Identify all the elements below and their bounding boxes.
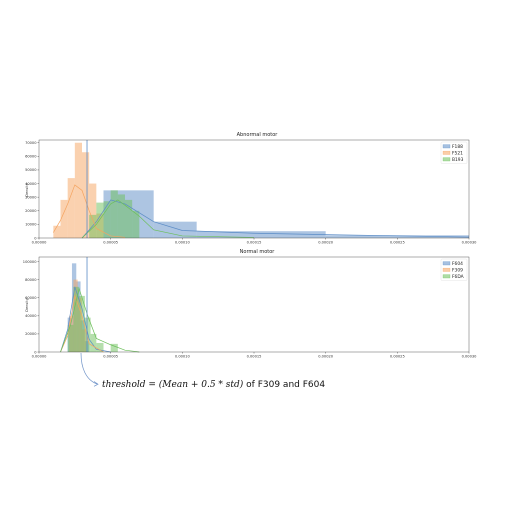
annotation-arrowhead [93,381,99,387]
normal-legend-swatch-f604 [442,261,451,266]
normal-f6da-bar-6 [110,343,118,352]
abnormal-motor-title: Abnormal motor [237,132,279,138]
abnormal-b193-kde-line [81,199,255,239]
abnormal-b193-bar-5 [125,199,133,238]
normal-xtick-label: 0.00030 [462,355,478,359]
normal-ytick-label: 80000 [25,278,37,282]
normal-legend-label-f604: F604 [452,261,463,267]
normal-xtick-label: 0.00005 [103,355,118,359]
normal-xtick-label: 0.00015 [247,355,262,359]
abnormal-motor-marks [53,140,470,239]
abnormal-motor-panel: Abnormal motor Density 0.00000 0.00005 0.0… [25,132,477,245]
abnormal-legend-swatch-b193 [442,157,451,162]
abnormal-ytick-label: 10000 [25,223,37,227]
abnormal-xtick-label: 0.00020 [318,241,334,245]
abnormal-ytick-label: 30000 [25,195,37,199]
abnormal-f521-bar-1 [60,199,68,238]
abnormal-xtick-label: 0.00025 [390,241,405,245]
abnormal-xtick-label: 0.00005 [103,241,118,245]
abnormal-f521-bar-3 [74,142,82,238]
abnormal-legend-label-f521: F521 [452,150,463,156]
normal-f309-kde-line [60,294,104,353]
normal-f6da-bar-0 [67,324,74,352]
abnormal-ytick-label: 20000 [25,209,37,213]
abnormal-xtick-label: 0.00030 [462,241,478,245]
abnormal-f521-bar-0 [53,225,61,238]
abnormal-legend-swatch-f188 [442,144,451,149]
abnormal-motor-ticks: 0.00000 0.00005 0.00010 0.00015 0.00020 0.000… [25,141,477,244]
normal-motor-axes-frame [38,256,470,353]
abnormal-ytick-label: 60000 [25,155,37,159]
abnormal-motor-axes-frame [38,139,470,239]
normal-f6da-bar-1 [73,286,80,352]
abnormal-legend-label-f188: F188 [452,144,463,150]
normal-motor-title: Normal motor [240,249,276,255]
normal-ytick-label: 100000 [23,260,37,264]
normal-ytick-label: 40000 [25,314,37,318]
abnormal-b193-bar-1 [96,202,104,238]
abnormal-xtick-label: 0.00015 [247,241,262,245]
abnormal-f521-bar-4 [82,152,90,238]
abnormal-xtick-label: 0.00000 [32,241,48,245]
abnormal-f188-bar-2 [196,231,326,238]
normal-f6da-bar-4 [90,333,97,352]
abnormal-xtick-label: 0.00010 [175,241,191,245]
normal-motor-panel: Normal motor Density 0.00000 0.00005 0.000… [23,249,477,359]
abnormal-b193-bar-0 [89,214,97,238]
normal-ytick-label: 0 [34,350,37,354]
threshold-subject: of F309 and F604 [243,380,325,390]
normal-ytick-label: 60000 [25,296,37,300]
abnormal-motor-ylabel: Density [25,182,29,197]
abnormal-ytick-label: 0 [34,236,37,240]
abnormal-f188-kde-line [81,199,470,239]
normal-motor-marks [60,257,140,353]
abnormal-b193-bar-3 [110,190,118,238]
normal-f604-kde-line [60,286,111,353]
abnormal-ytick-label: 40000 [25,182,37,186]
abnormal-f188-bar-3 [325,235,469,238]
normal-legend-swatch-f6da [442,274,451,279]
abnormal-b193-bar-2 [103,201,111,238]
normal-xtick-label: 0.00025 [390,355,405,359]
normal-motor-ylabel: Density [25,297,29,312]
normal-legend-swatch-f309 [442,267,451,272]
abnormal-b193-bar-6 [132,210,140,238]
abnormal-legend-label-b193: B193 [452,157,464,163]
normal-f6da-kde-line [60,287,140,353]
abnormal-f521-kde-line [53,184,126,238]
abnormal-ytick-label: 50000 [25,168,37,172]
normal-xtick-label: 0.00000 [32,355,48,359]
normal-f6da-bar-5 [96,342,104,352]
abnormal-ytick-label: 70000 [25,141,37,145]
normal-ytick-label: 20000 [25,332,37,336]
normal-f6da-bar-3 [84,317,91,352]
abnormal-b193-bar-4 [117,194,125,238]
normal-xtick-label: 0.00010 [175,355,191,359]
normal-legend-label-f6da: F6DA [452,274,464,280]
normal-motor-ticks: 0.00000 0.00005 0.00010 0.00015 0.00020 0.000… [23,260,477,359]
abnormal-f188-bar-1 [153,221,197,238]
normal-xtick-label: 0.00020 [318,355,334,359]
threshold-annotation: threshold = (Mean + 0.5 * std) of F309 a… [102,379,325,390]
abnormal-legend-swatch-f521 [442,150,451,155]
annotation-arrow [80,352,98,385]
abnormal-f521-bar-5 [89,183,97,238]
normal-legend-label-f309: F309 [452,267,463,273]
normal-f6da-bar-2 [79,295,85,352]
threshold-formula: threshold = (Mean + 0.5 * std) [102,379,244,390]
abnormal-f521-bar-2 [67,178,75,238]
